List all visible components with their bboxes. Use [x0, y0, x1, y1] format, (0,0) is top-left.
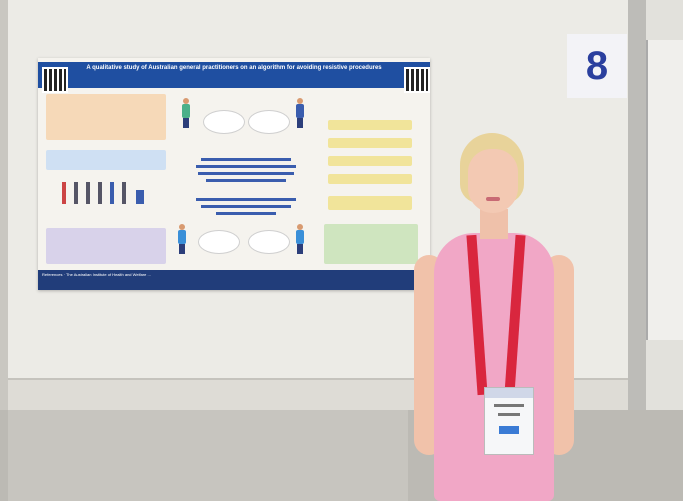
- theme-box: [328, 174, 412, 184]
- aims-section: [46, 150, 166, 170]
- floor-highlight: [8, 410, 408, 501]
- doctor-figure-icon: [182, 98, 190, 128]
- board-number-sign: 8: [567, 34, 627, 98]
- lips: [486, 197, 500, 201]
- face: [468, 149, 518, 213]
- background-section: [46, 94, 166, 140]
- poster-references: References · The Australian Institute of…: [42, 272, 151, 277]
- theme-box: [328, 120, 412, 130]
- theme-box: [328, 196, 412, 210]
- results-summary-text: [188, 150, 304, 190]
- wall-edge: [0, 0, 8, 501]
- doctor-figure-icon: [296, 224, 304, 254]
- methods-section: [46, 228, 166, 264]
- theme-box: [328, 138, 412, 148]
- quote-bubble: [248, 230, 290, 254]
- neck: [480, 209, 508, 239]
- results-second-text: [188, 194, 304, 216]
- conclusion-section: [324, 224, 418, 264]
- board-frame-post: [628, 0, 646, 501]
- poster-header: A qualitative study of Australian genera…: [38, 62, 430, 93]
- pink-dress: [434, 233, 554, 501]
- theme-box: [328, 156, 412, 166]
- doctor-figure-icon: [296, 98, 304, 128]
- name-badge: [484, 387, 534, 455]
- methods-figures: [56, 176, 156, 210]
- adjacent-panel: [646, 40, 683, 340]
- quote-bubble: [203, 110, 245, 134]
- poster-footer: References · The Australian Institute of…: [38, 270, 430, 290]
- qr-code-icon: [42, 67, 68, 93]
- research-poster: A qualitative study of Australian genera…: [38, 58, 430, 290]
- quote-bubble: [198, 230, 240, 254]
- presenter-person: [410, 125, 580, 501]
- quote-bubble: [248, 110, 290, 134]
- qr-code-icon: [404, 67, 430, 93]
- doctor-figure-icon: [178, 224, 186, 254]
- poster-title: A qualitative study of Australian genera…: [86, 65, 382, 71]
